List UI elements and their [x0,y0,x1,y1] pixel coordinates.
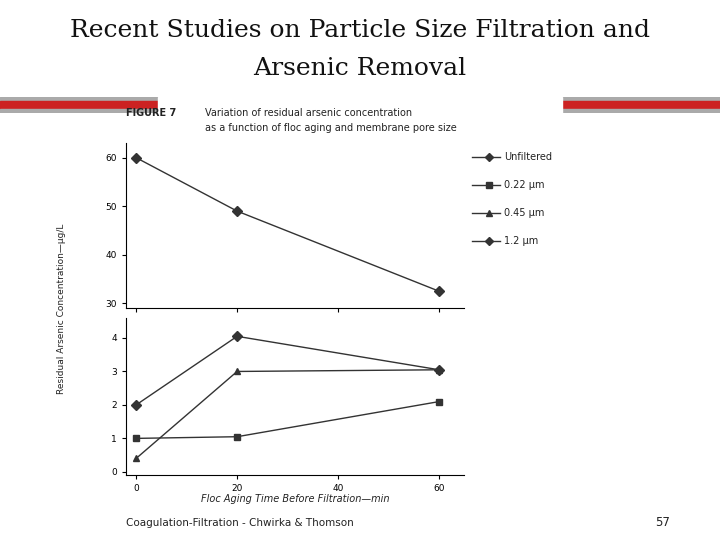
Bar [158,97,562,113]
Bar [0,102,720,109]
Text: Recent Studies on Particle Size Filtration and: Recent Studies on Particle Size Filtrati… [70,19,650,42]
Text: 0.22 μm: 0.22 μm [504,180,544,190]
Bar [0,109,720,113]
Text: Arsenic Removal: Arsenic Removal [253,57,467,80]
Text: Residual Arsenic Concentration—μg/L: Residual Arsenic Concentration—μg/L [57,224,66,394]
Text: 57: 57 [655,516,670,529]
Text: FIGURE 7: FIGURE 7 [126,108,176,118]
Text: Unfiltered: Unfiltered [504,152,552,161]
Text: Floc Aging Time Before Filtration—min: Floc Aging Time Before Filtration—min [201,495,390,504]
Bar [0,97,720,102]
Text: 0.45 μm: 0.45 μm [504,208,544,218]
Text: Coagulation-Filtration - Chwirka & Thomson: Coagulation-Filtration - Chwirka & Thoms… [126,518,354,528]
Text: as a function of floc aging and membrane pore size: as a function of floc aging and membrane… [205,123,457,133]
Text: Variation of residual arsenic concentration: Variation of residual arsenic concentrat… [205,108,413,118]
Text: 1.2 μm: 1.2 μm [504,236,539,246]
